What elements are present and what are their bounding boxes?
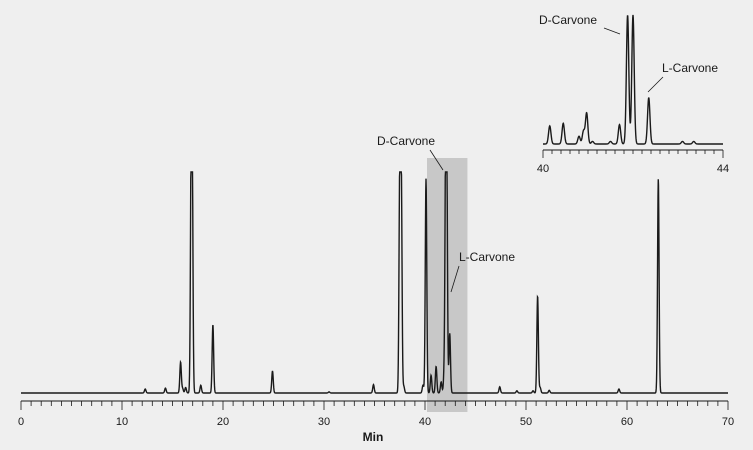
inset-x-axis-tick-labels: 40 44 — [537, 163, 729, 175]
x-axis-title: Min — [363, 430, 384, 444]
x-tick-label: 20 — [217, 416, 229, 428]
d-carvone-label: D-Carvone — [377, 134, 435, 148]
x-tick-label: 60 — [621, 416, 633, 428]
x-tick-label: 50 — [520, 416, 532, 428]
x-tick-label: 10 — [116, 416, 128, 428]
inset-chart: 40 44 D-Carvone L-Carvone — [537, 13, 729, 175]
x-tick-label: 0 — [18, 416, 24, 428]
chromatogram-trace — [21, 171, 728, 394]
inset-d-carvone-leader — [603, 27, 621, 35]
x-axis-ticks — [20, 401, 729, 410]
l-carvone-label: L-Carvone — [459, 250, 515, 264]
inset-x-axis-ticks — [542, 150, 724, 158]
inset-l-carvone-label: L-Carvone — [662, 61, 718, 75]
inset-x-tick-label: 40 — [537, 163, 549, 175]
inset-annotations: D-Carvone L-Carvone — [539, 13, 718, 93]
peak-annotations: D-Carvone L-Carvone — [377, 134, 515, 293]
x-tick-label: 70 — [722, 416, 734, 428]
l-carvone-leader — [450, 265, 460, 293]
inset-x-tick-label: 44 — [717, 163, 729, 175]
x-axis-tick-labels: 0 10 20 30 40 50 60 70 — [18, 416, 734, 428]
x-tick-label: 30 — [318, 416, 330, 428]
d-carvone-leader — [429, 149, 444, 171]
inset-trace — [543, 14, 723, 145]
main-chart: 0 10 20 30 40 50 60 70 Min D-Carvone L-Carvone — [18, 134, 734, 444]
inset-d-carvone-label: D-Carvone — [539, 13, 597, 27]
x-tick-label: 40 — [419, 416, 431, 428]
inset-l-carvone-leader — [647, 76, 664, 93]
